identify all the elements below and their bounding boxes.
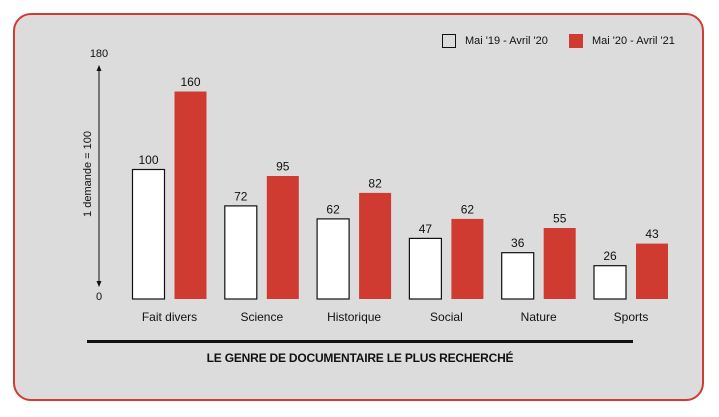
bar-3-series-1 [408, 237, 442, 300]
x-axis-title: LE GENRE DE DOCUMENTAIRE LE PLUS RECHERC… [206, 351, 514, 365]
bar-4-series-1 [501, 252, 535, 300]
data-label-5-series-1: 26 [603, 249, 617, 263]
x-axis-title-rule [87, 340, 633, 343]
y-axis-arrow-up [96, 65, 102, 71]
bar-5-series-1 [593, 265, 627, 300]
data-label-0-series-2: 160 [180, 75, 200, 89]
legend-item-series-2: Mai '20 - Avril '21 [569, 33, 675, 49]
bar-2-series-2 [359, 192, 392, 299]
legend-item-series-1: Mai '19 - Avril '20 [442, 33, 548, 49]
x-tick-label-4: Nature [521, 310, 557, 324]
x-tick-label-0: Fait divers [142, 310, 197, 324]
bar-5-series-2 [636, 243, 668, 299]
data-label-5-series-2: 43 [645, 227, 659, 241]
x-tick-label-1: Science [240, 310, 283, 324]
y-tick-label-180: 180 [90, 48, 108, 60]
x-tick-label-3: Social [430, 310, 463, 324]
x-tick-label-5: Sports [614, 310, 649, 324]
bar-1-series-2 [266, 176, 299, 299]
bar-2-series-1 [316, 218, 350, 300]
bar-0-series-2 [174, 91, 207, 299]
y-axis-label: 1 demande = 100 [82, 131, 94, 217]
bar-1-series-1 [224, 205, 258, 300]
data-label-4-series-2: 55 [553, 212, 567, 226]
data-label-2-series-1: 62 [326, 202, 340, 216]
legend-label-series-1: Mai '19 - Avril '20 [465, 35, 548, 47]
data-label-1-series-1: 72 [234, 189, 248, 203]
legend-swatch-series-1 [442, 34, 456, 48]
bar-3-series-2 [451, 218, 484, 299]
bar-0-series-1 [131, 168, 166, 300]
y-tick-label-0: 0 [96, 291, 102, 303]
data-label-3-series-2: 62 [461, 202, 475, 216]
legend-swatch-series-2 [569, 34, 583, 48]
data-label-3-series-1: 47 [419, 222, 433, 236]
data-label-1-series-2: 95 [276, 160, 290, 174]
legend-label-series-2: Mai '20 - Avril '21 [592, 35, 675, 47]
bar-4-series-2 [543, 228, 576, 299]
data-label-0-series-1: 100 [138, 153, 158, 167]
y-axis-arrow-down [96, 281, 102, 287]
data-label-2-series-2: 82 [368, 176, 382, 190]
chart-card [13, 13, 704, 401]
data-label-4-series-1: 36 [511, 236, 525, 250]
x-tick-label-2: Historique [327, 310, 381, 324]
